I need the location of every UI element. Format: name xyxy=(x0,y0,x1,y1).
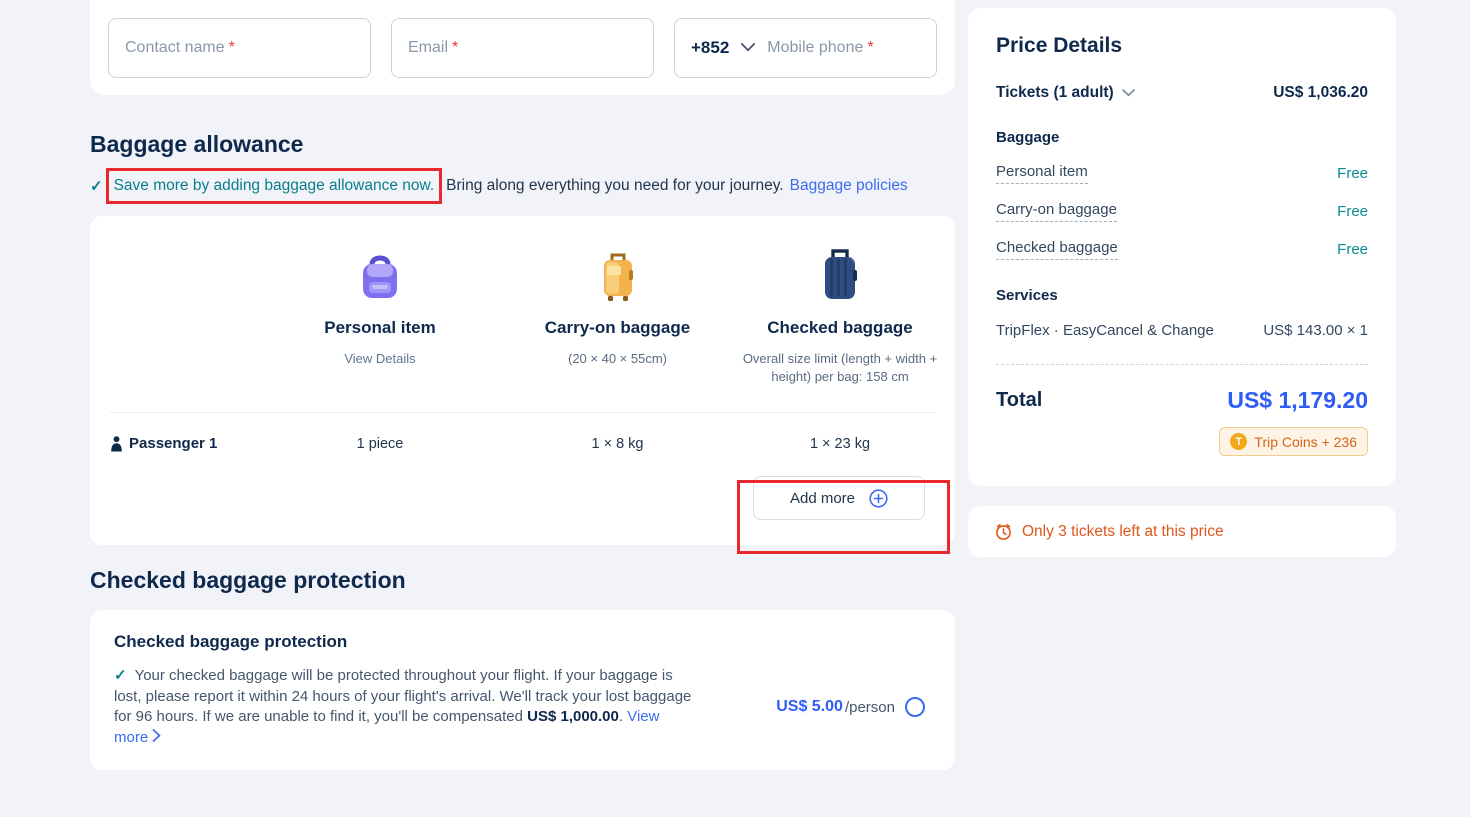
required-mark: * xyxy=(867,39,874,56)
page: Contact name * Email * +852 Mobile phone… xyxy=(90,0,1396,770)
tickets-toggle[interactable]: Tickets (1 adult) xyxy=(996,84,1135,102)
carry-on-item-name[interactable]: Carry-on baggage xyxy=(996,201,1117,222)
personal-item-name[interactable]: Personal item xyxy=(996,163,1088,184)
trip-coins-label: Trip Coins + 236 xyxy=(1254,433,1357,450)
add-more-button[interactable]: Add more xyxy=(753,476,925,520)
sidebar: Price Details Tickets (1 adult) US$ 1,03… xyxy=(968,8,1396,557)
checked-allowance: 1 × 23 kg xyxy=(809,435,871,452)
price-details-title: Price Details xyxy=(996,34,1123,57)
baggage-card: Personal item View Details xyxy=(90,216,955,554)
baggage-subtitle: ✓ Save more by adding baggage allowance … xyxy=(90,168,955,204)
sentence-period: . xyxy=(618,708,624,725)
protection-section-title: Checked baggage protection xyxy=(90,567,406,593)
protection-body: ✓ Your checked baggage will be protected … xyxy=(114,666,931,748)
baggage-columns-header: Personal item View Details xyxy=(90,216,955,386)
passenger-label: Passenger 1 xyxy=(129,435,218,452)
contact-form-card: Contact name * Email * +852 Mobile phone… xyxy=(90,0,955,95)
price-details-card: Price Details Tickets (1 adult) US$ 1,03… xyxy=(968,8,1396,486)
country-code-selector[interactable]: +852 xyxy=(691,38,730,57)
required-mark: * xyxy=(452,39,459,56)
baggage-group-label: Baggage xyxy=(996,129,1060,146)
service-row: TripFlex · EasyCancel & Change US$ 143.0… xyxy=(996,322,1368,339)
protection-description: ✓ Your checked baggage will be protected … xyxy=(114,666,694,748)
checked-item-name[interactable]: Checked baggage xyxy=(996,239,1118,260)
checked-item-price: Free xyxy=(1337,241,1368,258)
email-input[interactable]: Email * xyxy=(391,18,654,78)
protection-price-block: US$ 5.00/person xyxy=(776,697,931,717)
service-price: US$ 143.00 × 1 xyxy=(1263,322,1368,339)
personal-item-column: Personal item View Details xyxy=(250,246,510,386)
view-more-link[interactable]: View more xyxy=(114,708,660,746)
personal-item-label: Personal item xyxy=(324,318,436,337)
email-placeholder: Email xyxy=(408,39,449,56)
baggage-subtitle-text: Bring along everything you need for your… xyxy=(446,177,784,194)
spacer xyxy=(110,246,250,386)
price-item-row: Personal item Free xyxy=(996,163,1368,184)
carry-on-size: (20 × 40 × 55cm) xyxy=(568,351,667,366)
backpack-icon xyxy=(250,246,510,304)
divider xyxy=(996,364,1368,365)
plus-circle-icon xyxy=(869,488,888,508)
check-icon: ✓ xyxy=(90,178,103,195)
main-column: Contact name * Email * +852 Mobile phone… xyxy=(90,0,955,770)
coin-icon: T xyxy=(1230,433,1248,450)
contact-name-placeholder: Contact name xyxy=(125,39,225,56)
coins-row: T Trip Coins + 236 xyxy=(996,427,1368,456)
passenger-name: Passenger 1 xyxy=(110,435,250,452)
baggage-policies-link[interactable]: Baggage policies xyxy=(789,177,908,194)
tickets-label: Tickets (1 adult) xyxy=(996,84,1114,101)
add-more-label: Add more xyxy=(789,489,856,507)
service-name: TripFlex · EasyCancel & Change xyxy=(996,322,1214,339)
urgency-card: Only 3 tickets left at this price xyxy=(968,506,1396,557)
checked-baggage-label: Checked baggage xyxy=(767,318,913,337)
chevron-right-icon[interactable] xyxy=(152,728,161,742)
carry-on-column: Carry-on baggage (20 × 40 × 55cm) xyxy=(510,246,725,386)
carry-on-label: Carry-on baggage xyxy=(544,318,691,337)
required-mark: * xyxy=(228,39,235,56)
services-group-label: Services xyxy=(996,287,1058,304)
check-icon: ✓ xyxy=(114,667,127,684)
carry-on-item-price: Free xyxy=(1337,203,1368,220)
tickets-row: Tickets (1 adult) US$ 1,036.20 xyxy=(996,84,1368,102)
baggage-promo-text: Save more by adding baggage allowance no… xyxy=(113,177,435,194)
protection-card: Checked baggage protection ✓ Your checked… xyxy=(90,610,955,770)
mobile-phone-placeholder: Mobile phone xyxy=(767,39,864,56)
passenger-row: Passenger 1 1 piece 1 × 8 kg 1 × 23 kg xyxy=(90,413,955,452)
carry-on-allowance: 1 × 8 kg xyxy=(591,435,644,452)
carry-on-suitcase-icon xyxy=(510,246,725,304)
total-row: Total US$ 1,179.20 xyxy=(996,387,1368,414)
checked-baggage-size: Overall size limit (length + width + hei… xyxy=(742,351,938,384)
compensation-amount: US$ 1,000.00 xyxy=(527,708,619,725)
chevron-down-icon[interactable] xyxy=(741,39,756,57)
protection-text: Your checked baggage will be protected t… xyxy=(114,667,692,725)
baggage-section-title: Baggage allowance xyxy=(90,131,304,157)
contact-name-input[interactable]: Contact name * xyxy=(108,18,371,78)
tickets-price: US$ 1,036.20 xyxy=(1273,84,1368,101)
view-details-link[interactable]: View Details xyxy=(344,351,416,366)
alarm-clock-icon xyxy=(996,523,1011,540)
person-icon xyxy=(111,435,122,451)
checked-baggage-column: Checked baggage Overall size limit (leng… xyxy=(725,246,955,386)
personal-item-allowance: 1 piece xyxy=(356,435,404,452)
protection-price-unit: /person xyxy=(844,698,895,716)
price-item-row: Carry-on baggage Free xyxy=(996,201,1368,222)
total-value: US$ 1,179.20 xyxy=(1227,387,1368,413)
protection-radio[interactable] xyxy=(905,697,925,717)
chevron-down-icon xyxy=(1121,89,1135,97)
divider xyxy=(110,412,935,413)
price-item-row: Checked baggage Free xyxy=(996,239,1368,260)
total-label: Total xyxy=(996,389,1043,411)
urgency-message: Only 3 tickets left at this price xyxy=(1022,522,1224,540)
trip-coins-badge: T Trip Coins + 236 xyxy=(1219,427,1368,456)
protection-card-title: Checked baggage protection xyxy=(114,632,348,651)
annotation-highlight-box: Save more by adding baggage allowance no… xyxy=(105,168,443,204)
checked-suitcase-icon xyxy=(725,246,955,304)
protection-price: US$ 5.00 xyxy=(776,698,843,715)
personal-item-price: Free xyxy=(1337,165,1368,182)
mobile-phone-input[interactable]: +852 Mobile phone * xyxy=(674,18,937,78)
